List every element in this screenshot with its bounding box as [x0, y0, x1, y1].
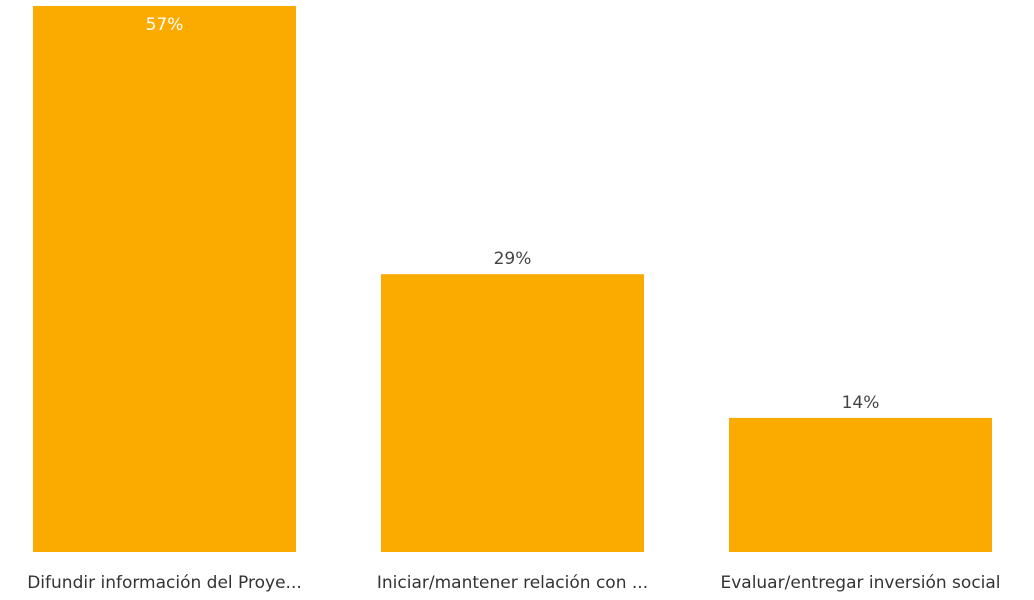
data-label-3: 14%: [842, 393, 880, 413]
data-label-2: 29%: [494, 249, 532, 269]
bar-1[interactable]: [33, 6, 296, 552]
bar-2[interactable]: [381, 274, 644, 552]
bar-3[interactable]: [729, 417, 992, 552]
category-label-3: Evaluar/entregar inversión social: [720, 573, 1000, 593]
data-label-1: 57%: [146, 15, 184, 35]
category-label-2: Iniciar/mantener relación con ...: [377, 573, 648, 593]
category-label-1: Difundir información del Proye...: [27, 573, 302, 593]
